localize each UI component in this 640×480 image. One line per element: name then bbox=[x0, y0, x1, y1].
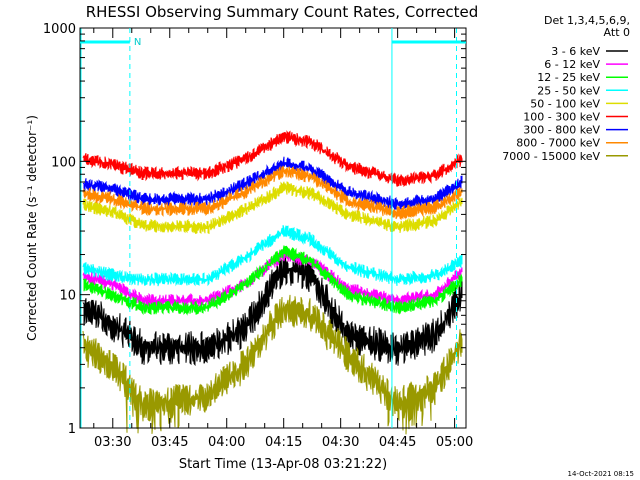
series-line-8 bbox=[82, 165, 463, 221]
chart-title: RHESSI Observing Summary Count Rates, Co… bbox=[86, 3, 479, 21]
legend-label-3: 12 - 25 keV bbox=[537, 71, 600, 84]
series-line-3 bbox=[82, 245, 463, 316]
x-tick-label: 05:00 bbox=[436, 435, 473, 450]
y-tick-label: 1 bbox=[68, 422, 76, 437]
legend-label-9: 7000 - 15000 keV bbox=[502, 150, 600, 163]
x-tick-label: 04:15 bbox=[265, 435, 302, 450]
series-line-7 bbox=[82, 156, 463, 210]
x-axis-label: Start Time (13-Apr-08 03:21:22) bbox=[179, 457, 387, 472]
y-axis-label: Corrected Count Rate (s⁻¹ detector⁻¹) bbox=[25, 115, 39, 341]
x-tick-label: 03:45 bbox=[151, 435, 188, 450]
legend-label-2: 6 - 12 keV bbox=[544, 58, 600, 71]
x-tick-label: 04:00 bbox=[208, 435, 245, 450]
y-tick-label: 10 bbox=[59, 289, 76, 304]
series-line-4 bbox=[82, 225, 463, 287]
series-line-9 bbox=[82, 294, 463, 435]
series-line-6 bbox=[82, 130, 463, 188]
legend-title-line: Att 0 bbox=[604, 26, 630, 39]
x-tick-label: 04:45 bbox=[379, 435, 416, 450]
plot-frame bbox=[79, 27, 467, 429]
x-tick-label: 03:30 bbox=[94, 435, 131, 450]
n-flag-label: N bbox=[134, 37, 141, 48]
legend-label-7: 300 - 800 keV bbox=[523, 124, 600, 137]
series-line-1 bbox=[82, 252, 463, 367]
y-tick-label: 100 bbox=[51, 155, 76, 170]
legend-label-8: 800 - 7000 keV bbox=[516, 137, 600, 150]
legend-label-6: 100 - 300 keV bbox=[523, 111, 600, 124]
axis-ticks-group: 1 10 100 1000 03:30 03:45 04:00 04:15 04:30 04:45… bbox=[43, 22, 473, 450]
timestamp: 14-Oct-2021 08:15 bbox=[568, 470, 634, 478]
legend-label-5: 50 - 100 keV bbox=[530, 97, 600, 110]
annotations-group: N bbox=[80, 28, 466, 428]
legend-label-4: 25 - 50 keV bbox=[537, 84, 600, 97]
plot-series-group bbox=[82, 130, 463, 435]
legend-label-1: 3 - 6 keV bbox=[551, 45, 600, 58]
x-tick-label: 04:30 bbox=[322, 435, 359, 450]
legend-title-line: Det 1,3,4,5,6,9, bbox=[544, 14, 630, 27]
y-tick-label: 1000 bbox=[43, 22, 76, 37]
series-line-5 bbox=[82, 181, 463, 235]
